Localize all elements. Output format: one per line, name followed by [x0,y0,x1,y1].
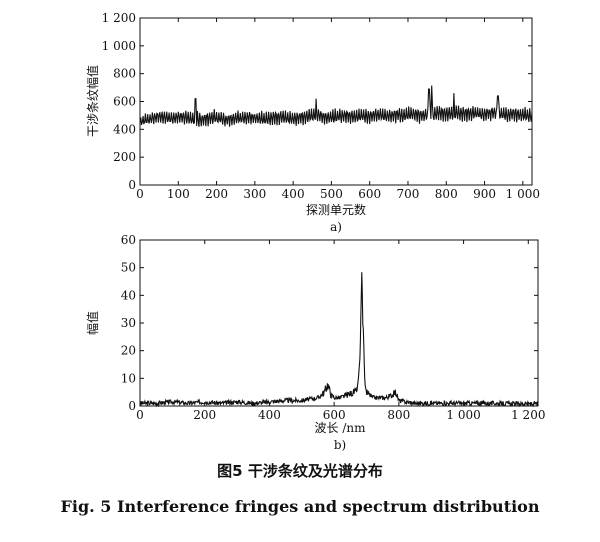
y-tick-label: 200 [113,150,136,164]
y-tick-label: 800 [113,67,136,81]
chart-a-interference-fringes: 0 100 200 300 400 500 600 700 800 900 1 000 0 200 40… [85,11,540,234]
y-tick-label: 10 [121,371,136,385]
x-tick-label: 0 [136,408,144,422]
x-tick-label: 600 [358,187,381,201]
x-tick-label: 400 [282,187,305,201]
chart-b-series-group [139,272,539,408]
chart-a-x-ticks: 0 100 200 300 400 500 600 700 800 900 1 000 [136,18,540,201]
x-tick-label: 1 000 [446,408,480,422]
x-tick-label: 600 [323,408,346,422]
chart-b-spectrum: 0 200 400 600 800 1 000 1 200 0 10 20 30 40 50 60 波长… [85,233,545,452]
y-tick-label: 1 200 [102,11,136,25]
y-tick-label: 20 [121,344,136,358]
y-tick-label: 1 000 [102,39,136,53]
x-tick-label: 100 [167,187,190,201]
x-tick-label: 700 [397,187,420,201]
chart-a-x-axis-title: 探测单元数 [306,202,366,217]
figure-caption-en: Fig. 5 Interference fringes and spectrum… [61,497,540,516]
y-tick-label: 600 [113,95,136,109]
x-tick-label: 300 [243,187,266,201]
chart-b-x-ticks: 0 200 400 600 800 1 000 1 200 [136,240,545,422]
chart-b-sub-label: b) [334,438,346,452]
y-tick-label: 40 [121,288,136,302]
x-tick-label: 0 [136,187,144,201]
chart-b-plot-frame [139,239,539,407]
x-tick-label: 1 000 [506,187,540,201]
y-tick-label: 0 [128,178,136,192]
x-tick-label: 900 [473,187,496,201]
chart-a-y-ticks: 0 200 400 600 800 1 000 1 200 [102,11,532,192]
chart-b-y-axis-title: 幅值 [85,311,100,335]
y-tick-label: 0 [128,399,136,413]
x-tick-label: 500 [320,187,343,201]
x-tick-label: 1 200 [511,408,545,422]
figure-caption-cn: 图5 干涉条纹及光谱分布 [217,462,383,480]
chart-a-y-axis-title: 干涉条纹幅值 [85,65,100,137]
y-tick-label: 60 [121,233,136,247]
y-tick-label: 400 [113,122,136,136]
chart-a-series-group [139,85,533,127]
chart-b-series-line [139,272,539,408]
x-tick-label: 200 [205,187,228,201]
x-tick-label: 200 [193,408,216,422]
chart-a-plot-frame [139,17,533,186]
x-tick-label: 800 [387,408,410,422]
y-tick-label: 30 [121,316,136,330]
chart-a-sub-label: a) [330,220,342,234]
chart-a-series-line [139,85,533,127]
x-tick-label: 800 [435,187,458,201]
y-tick-label: 50 [121,261,136,275]
chart-b-x-axis-title: 波长 /nm [315,421,367,435]
chart-b-y-ticks: 0 10 20 30 40 50 60 [121,233,538,413]
x-tick-label: 400 [258,408,281,422]
